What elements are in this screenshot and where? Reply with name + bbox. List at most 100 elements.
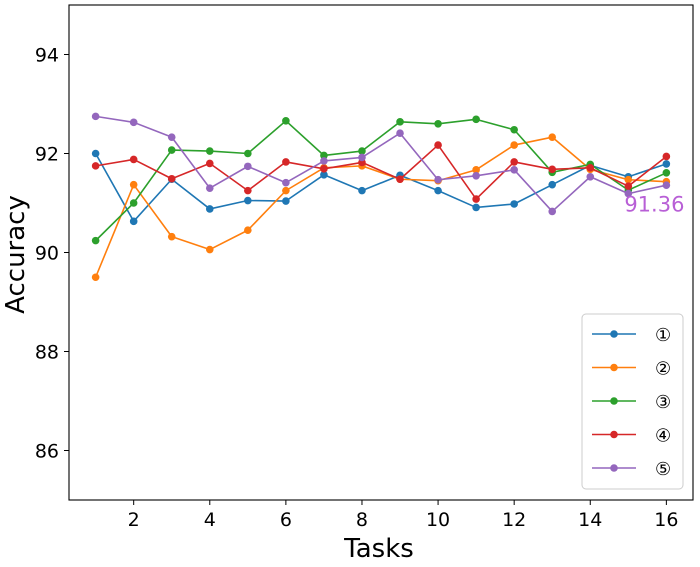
- data-point: [91, 273, 100, 282]
- legend-item-5: ⑤: [592, 459, 671, 480]
- data-point: [396, 118, 404, 126]
- data-point: [244, 162, 252, 171]
- data-point: [472, 166, 480, 174]
- legend-label: ⑤: [655, 459, 671, 480]
- data-point: [548, 180, 557, 189]
- data-point: [510, 158, 518, 166]
- legend-item-4: ④: [592, 426, 671, 447]
- data-point: [282, 178, 290, 187]
- legend-label: ④: [655, 426, 671, 447]
- data-point: [91, 112, 100, 121]
- data-point: [358, 153, 366, 162]
- data-point: [244, 149, 252, 158]
- data-point: [472, 115, 480, 124]
- data-point: [91, 236, 100, 245]
- legend-marker: [610, 330, 618, 338]
- data-point: [662, 169, 671, 177]
- data-point: [244, 186, 252, 195]
- series-line: [95, 118, 667, 242]
- y-axis-label: Accuracy: [1, 195, 31, 314]
- y-tick-label: 92: [35, 144, 59, 166]
- x-tick-label: 10: [426, 509, 450, 531]
- data-point: [662, 152, 671, 161]
- data-point: [396, 129, 404, 138]
- series-line: [94, 153, 667, 223]
- data-point: [282, 158, 290, 166]
- series-4: [91, 141, 671, 203]
- legend-label: ①: [655, 325, 671, 346]
- data-point: [662, 160, 671, 168]
- data-point: [548, 207, 557, 216]
- series-3: [91, 115, 671, 245]
- data-point: [205, 184, 214, 192]
- data-point: [91, 149, 100, 158]
- y-tick-label: 88: [35, 342, 59, 364]
- data-point: [510, 166, 518, 174]
- data-point: [510, 125, 518, 134]
- x-tick-label: 14: [578, 509, 602, 531]
- data-point: [167, 232, 176, 241]
- series-2: [91, 133, 671, 282]
- data-point: [129, 180, 138, 189]
- data-point: [129, 199, 138, 207]
- series-5: [91, 112, 671, 216]
- legend-marker: [610, 464, 618, 472]
- data-point: [129, 217, 138, 226]
- data-point: [282, 197, 290, 205]
- data-point: [662, 181, 671, 189]
- legend-item-2: ②: [592, 359, 671, 380]
- data-point: [624, 182, 633, 190]
- data-point: [624, 175, 633, 184]
- legend-item-3: ③: [592, 392, 671, 413]
- data-point: [358, 147, 366, 155]
- legend-marker: [610, 430, 618, 439]
- data-point: [129, 155, 138, 164]
- data-point: [205, 205, 214, 213]
- x-tick-label: 12: [502, 509, 526, 531]
- data-point: [510, 141, 518, 149]
- legend-label: ②: [655, 359, 671, 380]
- data-point: [282, 117, 290, 125]
- data-point: [320, 170, 328, 179]
- data-point: [205, 159, 214, 168]
- data-point: [472, 171, 480, 180]
- series-1: [91, 149, 671, 226]
- data-point: [167, 146, 176, 154]
- data-point: [320, 157, 328, 165]
- legend-label: ③: [655, 392, 671, 413]
- data-point: [434, 120, 442, 128]
- data-point: [129, 118, 138, 127]
- data-point: [205, 147, 214, 155]
- data-point: [244, 226, 252, 235]
- data-point: [167, 174, 176, 183]
- data-point: [586, 164, 595, 172]
- data-point: [244, 196, 252, 205]
- y-tick-label: 86: [35, 441, 59, 463]
- data-point: [320, 151, 328, 160]
- data-point: [91, 162, 100, 170]
- data-point: [434, 175, 442, 184]
- x-tick-label: 4: [204, 509, 216, 531]
- series-line: [95, 115, 667, 213]
- series-line: [95, 144, 667, 200]
- data-point: [320, 165, 328, 173]
- legend-marker: [610, 397, 618, 405]
- data-point: [434, 186, 442, 195]
- data-point: [510, 200, 518, 208]
- value-annotation: 91.36: [624, 192, 684, 216]
- y-tick-label: 94: [35, 45, 59, 67]
- series-line: [94, 136, 667, 278]
- data-point: [396, 175, 404, 184]
- x-axis-label: Tasks: [343, 534, 414, 564]
- data-point: [472, 203, 480, 212]
- x-tick-label: 16: [654, 509, 678, 531]
- data-point: [282, 186, 290, 195]
- data-point: [548, 133, 557, 141]
- data-point: [472, 195, 480, 203]
- data-point: [358, 186, 366, 195]
- x-tick-label: 2: [128, 509, 140, 531]
- data-point: [624, 189, 633, 198]
- data-point: [434, 141, 442, 149]
- data-point: [586, 172, 595, 181]
